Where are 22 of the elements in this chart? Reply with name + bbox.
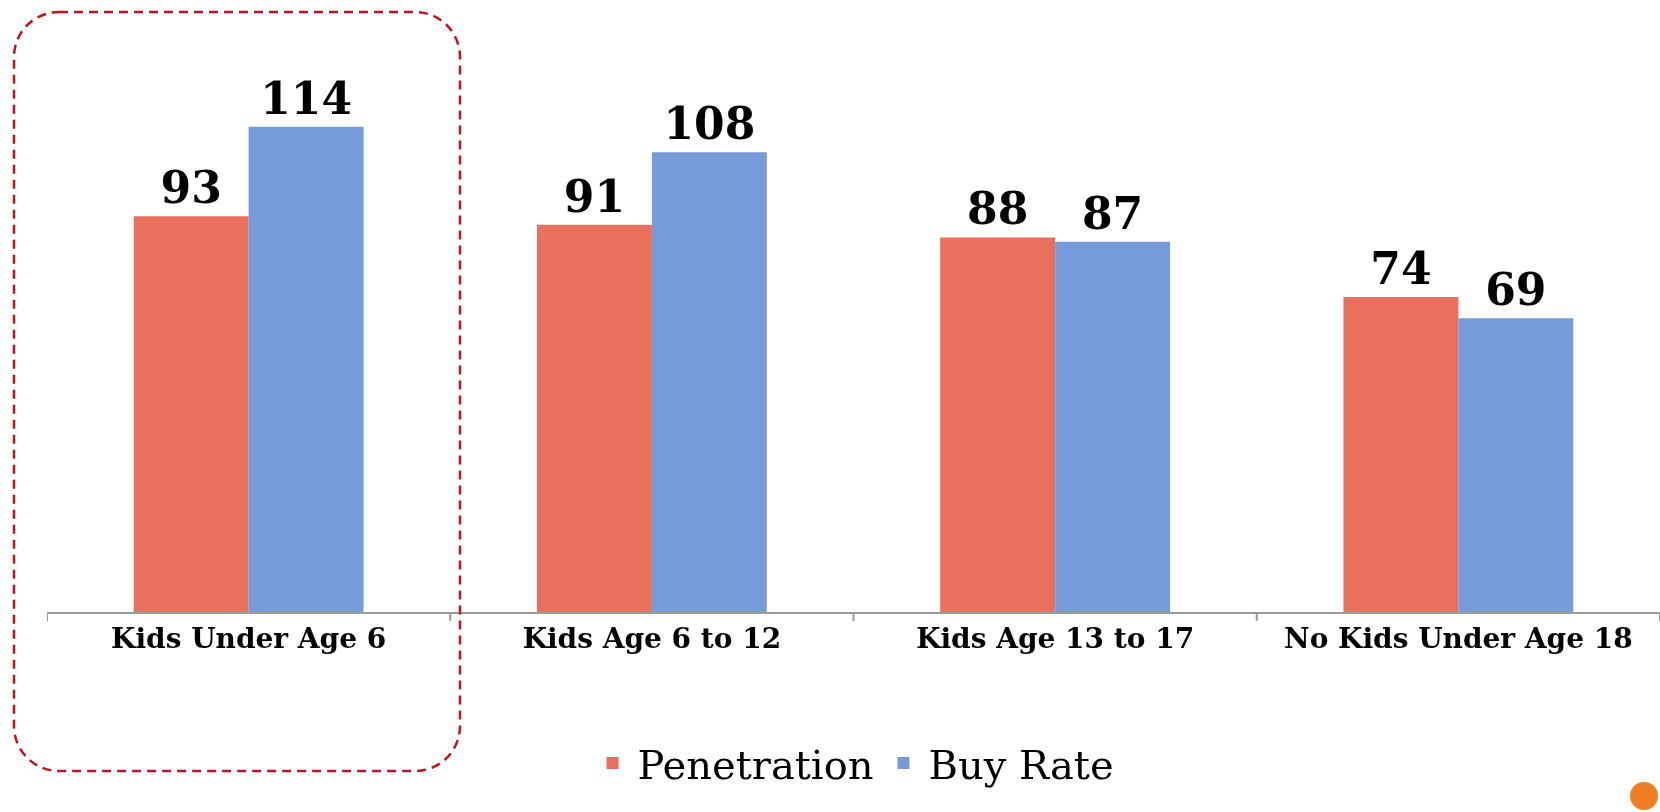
bar [940,237,1056,612]
legend-label: Penetration [637,741,874,788]
x-tick-label: No Kids Under Age 18 [1284,621,1633,655]
data-label: 108 [663,98,756,150]
bar [248,126,364,612]
data-label: 93 [160,162,222,214]
x-tick-label: Kids Age 6 to 12 [522,621,782,655]
data-label: 69 [1485,264,1547,316]
bar [536,224,652,612]
data-label: 114 [260,72,353,124]
bar [1458,318,1574,612]
bar [1055,241,1171,612]
data-label: 88 [967,183,1029,235]
bar [1343,297,1459,612]
data-label: 91 [563,170,626,222]
data-label: 87 [1081,187,1144,239]
data-label: 74 [1370,243,1432,295]
bar [651,152,767,612]
x-tick-label: Kids Under Age 6 [111,621,387,655]
bar [133,216,249,612]
legend-label: Buy Rate [928,741,1114,788]
x-tick-label: Kids Age 13 to 17 [916,621,1195,655]
